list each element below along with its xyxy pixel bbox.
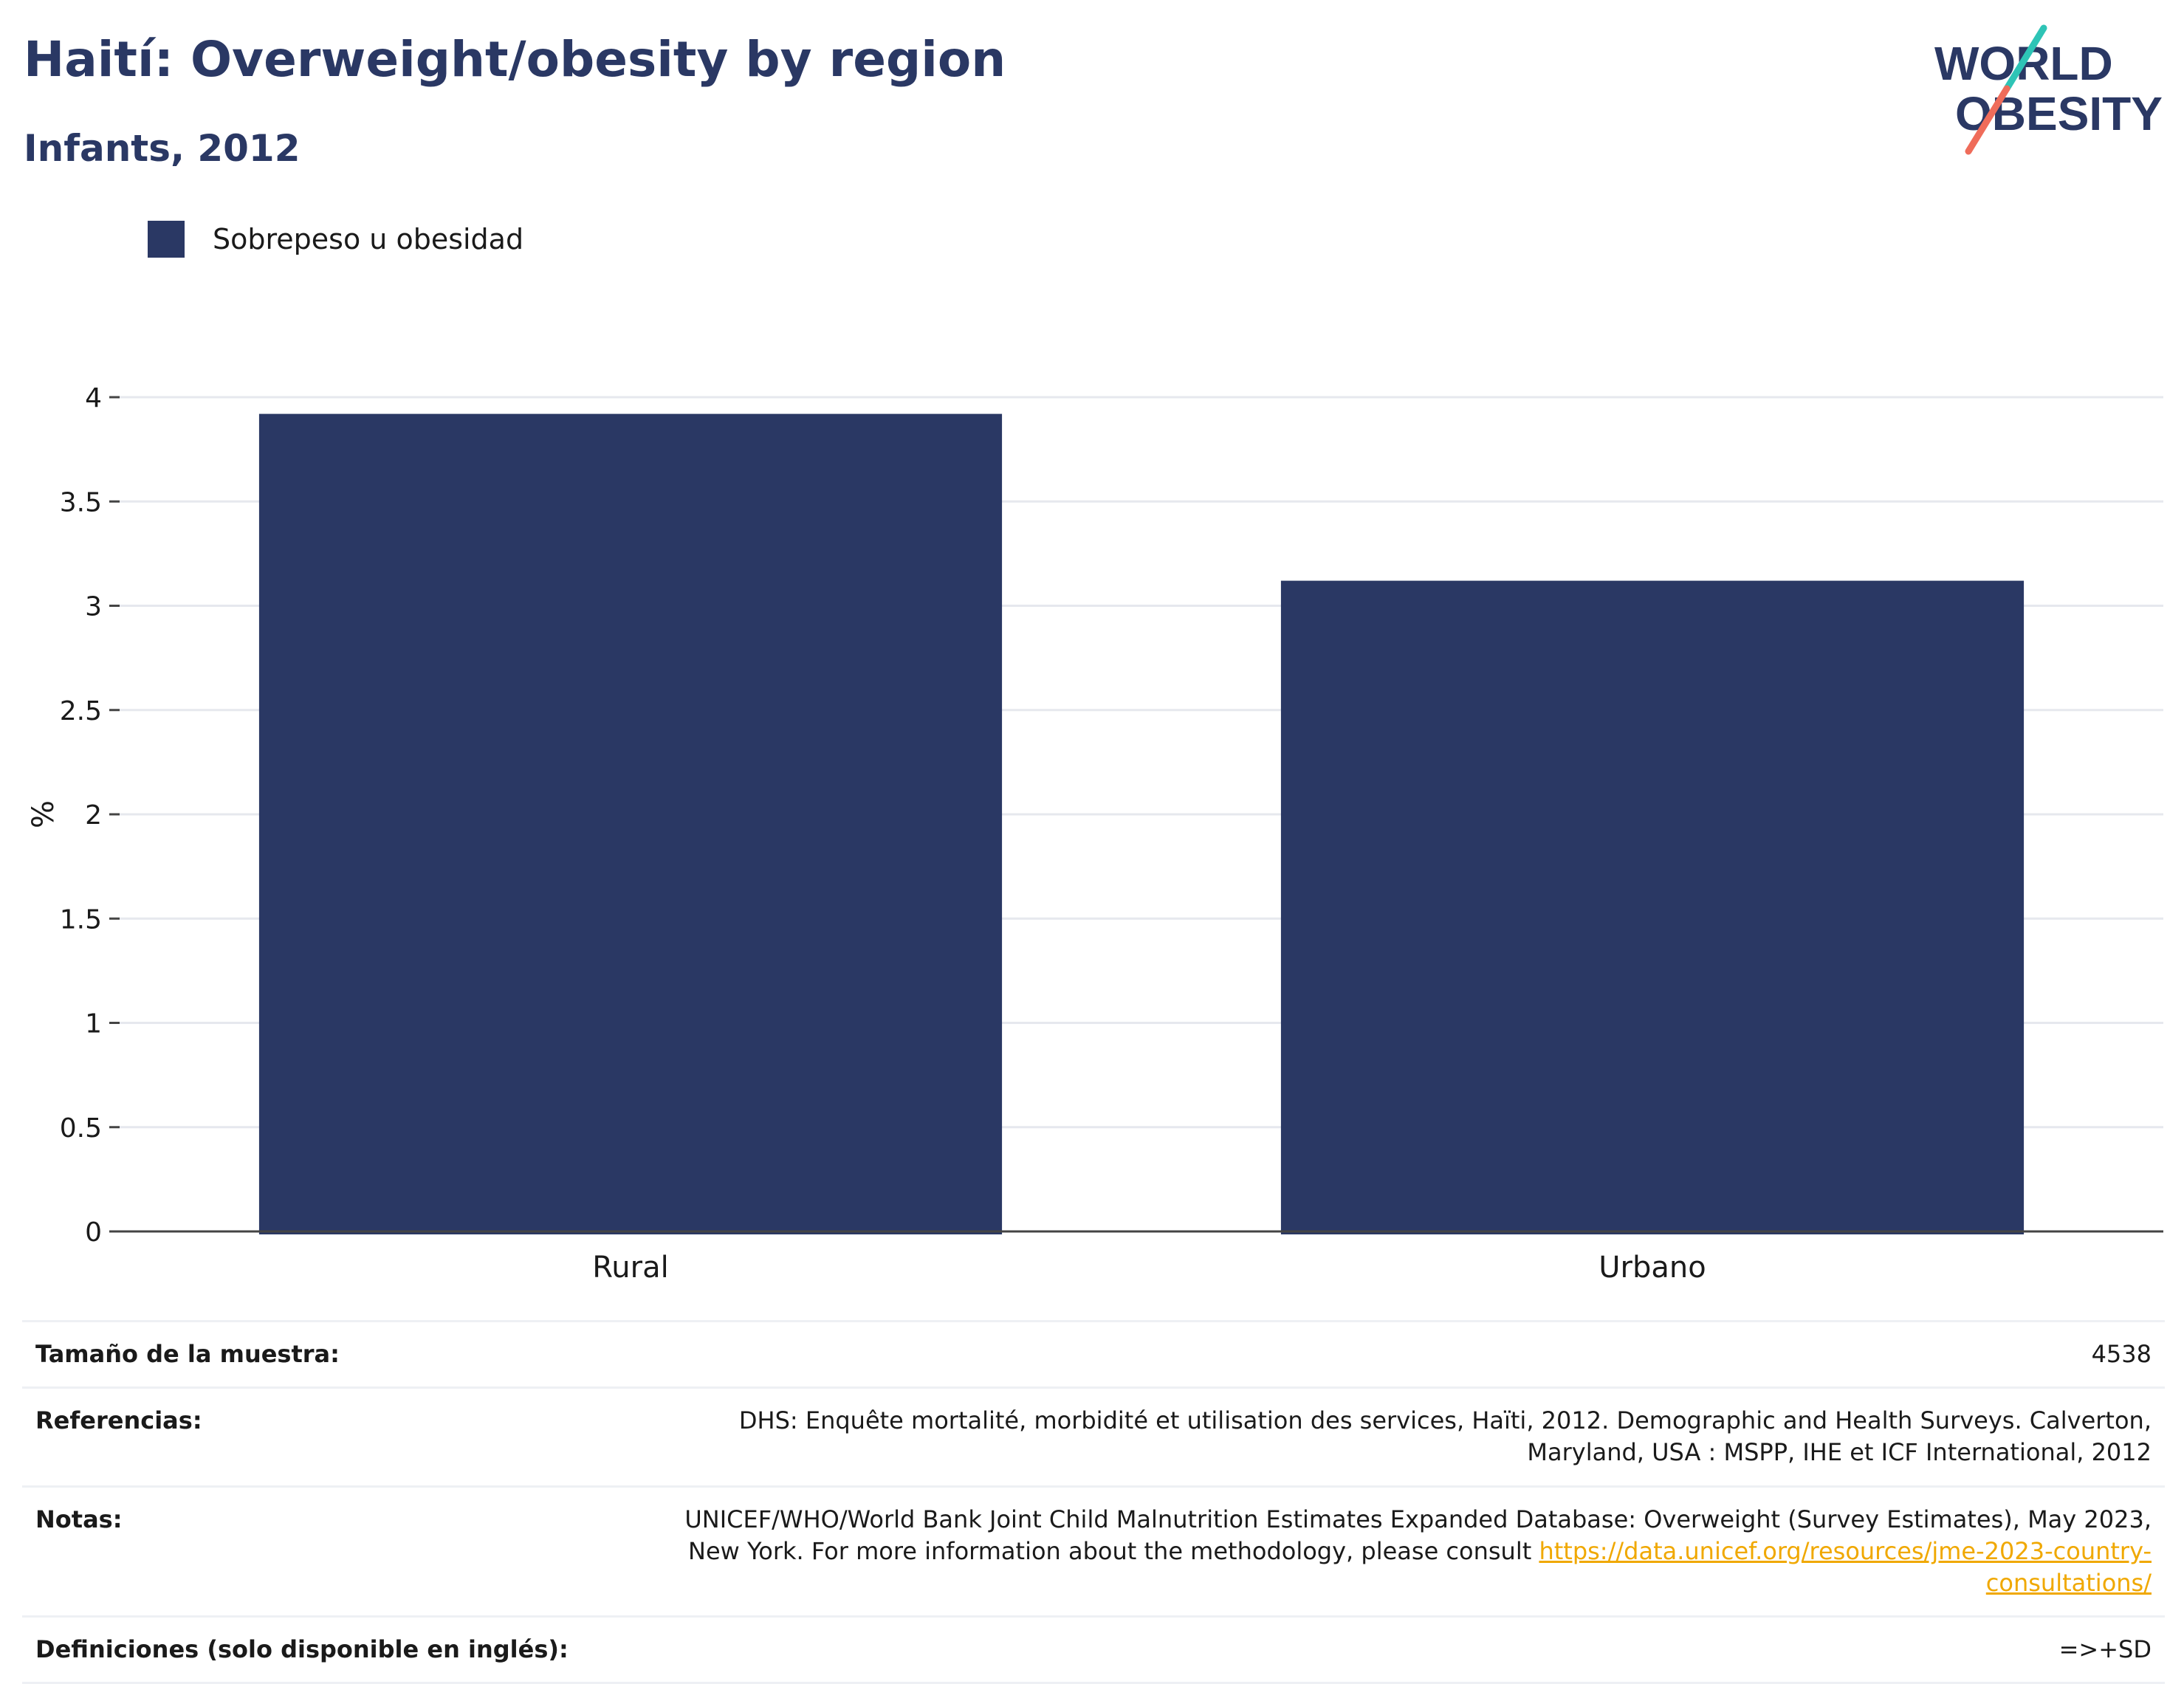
y-tick-label: 0.5 — [60, 1113, 102, 1144]
sample-size-value: 4538 — [625, 1319, 2165, 1388]
legend-swatch — [148, 221, 185, 258]
world-obesity-logo: WORLD OBESITY — [1934, 24, 2163, 155]
references-label: Referencias: — [22, 1386, 625, 1487]
y-tick-label: 4 — [85, 383, 102, 413]
methodology-link[interactable]: https://data.unicef.org/resources/jme-20… — [1539, 1536, 2152, 1597]
bar-rural — [258, 413, 1003, 1234]
y-tick-label: 3.5 — [60, 487, 102, 518]
y-tick-label: 0 — [85, 1217, 102, 1248]
bar-urbano — [1280, 580, 2025, 1234]
definitions-label: Definiciones (solo disponible en inglés)… — [22, 1615, 625, 1684]
sample-size-label: Tamaño de la muestra: — [22, 1319, 625, 1388]
definitions-row: Definiciones (solo disponible en inglés)… — [22, 1615, 2165, 1684]
chart-subtitle: Infants, 2012 — [24, 127, 301, 170]
y-tick-label: 2.5 — [60, 696, 102, 726]
references-value: DHS: Enquête mortalité, morbidité et uti… — [625, 1386, 2165, 1487]
notes-cell: UNICEF/WHO/World Bank Joint Child Malnut… — [625, 1485, 2165, 1617]
x-tick-label: Urbano — [1598, 1251, 1706, 1285]
notes-label: Notas: — [22, 1485, 625, 1617]
logo-slash-teal — [2003, 24, 2047, 92]
references-row: Referencias: DHS: Enquête mortalité, mor… — [22, 1386, 2165, 1487]
y-axis-label: % — [27, 800, 61, 828]
sample-size-row: Tamaño de la muestra: 4538 — [22, 1319, 2165, 1388]
chart-title: Haití: Overweight/obesity by region — [24, 31, 1006, 88]
bar-chart: 0 0.5 1 1.5 2 2.5 3 3.5 4 Rural Urbano% — [27, 383, 2163, 1285]
x-tick-label: Rural — [592, 1251, 668, 1285]
notes-row: Notas: UNICEF/WHO/World Bank Joint Child… — [22, 1485, 2165, 1617]
y-tick-label: 3 — [85, 592, 102, 622]
definitions-value: =>+SD — [625, 1615, 2165, 1684]
notes-value: UNICEF/WHO/World Bank Joint Child Malnut… — [684, 1505, 2152, 1565]
logo-slash-coral — [1965, 85, 2010, 155]
metadata-table: Tamaño de la muestra: 4538 Referencias: … — [22, 1319, 2165, 1684]
y-tick-label: 1.5 — [60, 904, 102, 935]
legend-label: Sobrepeso u obesidad — [213, 223, 524, 255]
legend[interactable]: Sobrepeso u obesidad — [148, 219, 523, 260]
y-tick-label: 2 — [85, 800, 102, 831]
y-tick-label: 1 — [85, 1009, 102, 1039]
